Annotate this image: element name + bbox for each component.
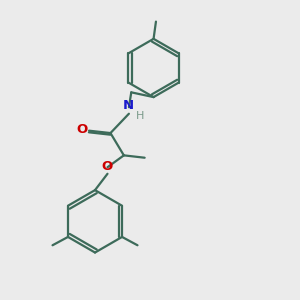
Text: N: N (123, 99, 134, 112)
Text: O: O (102, 160, 113, 173)
Text: O: O (76, 123, 88, 136)
Text: H: H (136, 110, 145, 121)
